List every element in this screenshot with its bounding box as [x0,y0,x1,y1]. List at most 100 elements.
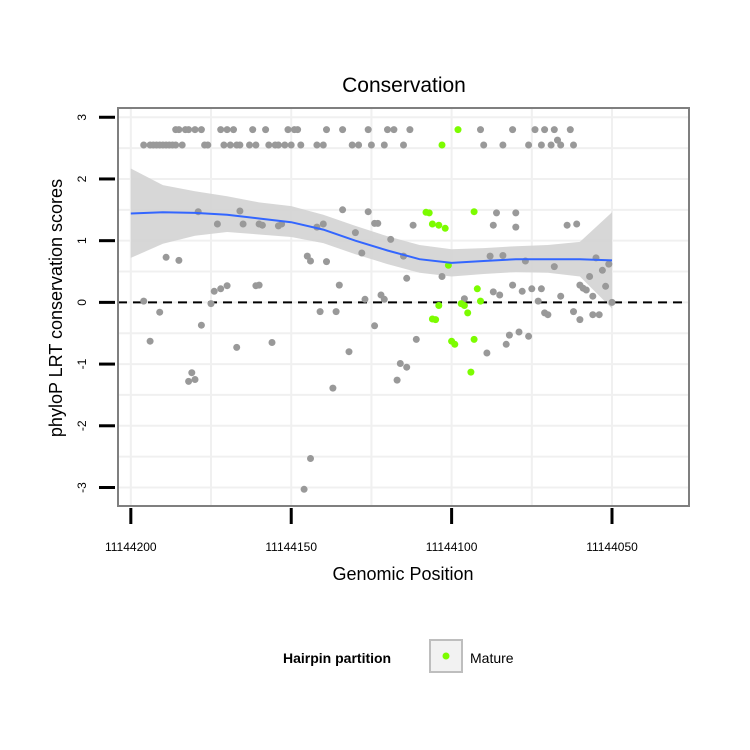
point-other [582,286,590,294]
x-axis-title: Genomic Position [332,564,473,584]
point-other [233,343,241,351]
point-other [319,220,327,228]
point-other [406,126,414,134]
point-other [185,377,193,385]
point-other [294,126,302,134]
point-other [412,335,420,343]
point-mature [428,220,436,228]
point-other [570,141,577,149]
point-other [249,126,257,134]
point-other [512,223,520,231]
point-other [364,126,372,134]
point-other [589,292,597,300]
point-other [146,337,154,345]
point-mature [464,309,472,317]
point-mature [435,221,443,229]
point-other [252,141,260,149]
point-mature [470,208,478,216]
point-other [335,281,343,289]
point-other [509,126,517,134]
point-other [518,287,526,295]
point-other [210,287,218,295]
point-other [274,141,282,149]
point-other [380,141,388,149]
point-other [307,257,314,265]
point-other [534,297,542,305]
point-other [297,141,305,149]
point-other [496,291,504,299]
point-mature [477,297,484,305]
x-tick-label: 11144100 [426,540,478,554]
point-other [489,288,497,296]
point-other [364,208,372,216]
point-other [197,126,205,134]
point-other [345,348,353,356]
y-tick-label: 1 [75,237,89,244]
point-other [236,141,244,149]
point-other [525,141,533,149]
point-other [313,141,321,149]
point-other [547,141,555,149]
point-mature [441,224,449,232]
point-other [380,295,388,303]
point-other [329,384,337,392]
point-other [213,220,221,228]
point-other [374,219,382,227]
y-tick-label: 0 [75,299,89,306]
data-points [140,126,616,493]
point-other [175,256,183,264]
point-other [162,253,170,261]
point-other [355,141,363,149]
point-other [307,455,314,462]
point-other [384,126,391,134]
point-mature [425,209,433,217]
point-other [323,126,330,134]
point-other [239,220,247,228]
point-other [541,126,549,134]
point-other [175,126,183,134]
point-other [589,311,597,319]
point-mature [470,335,478,343]
point-other [576,316,584,324]
y-tick-label: -1 [75,358,89,369]
point-other [197,321,205,329]
legend: Hairpin partition Mature [283,639,514,673]
point-other [570,308,577,316]
point-other [566,126,574,134]
confidence-ribbon [130,168,613,309]
point-other [403,274,411,282]
point-other [191,126,199,134]
point-other [262,126,270,134]
point-mature [454,126,462,134]
plot-area [117,107,690,507]
point-other [509,281,517,289]
point-other [178,141,186,149]
point-mature [451,340,459,348]
point-other [544,311,552,319]
y-tick-label: -3 [75,482,89,493]
point-other [220,141,228,149]
point-other [480,141,488,149]
plot-panel [118,108,689,506]
point-other [608,298,616,306]
point-other [550,126,558,134]
point-other [236,207,244,215]
y-tick-label: -2 [75,420,89,431]
plot-border [117,107,690,507]
point-other [483,349,491,357]
point-other [223,126,231,134]
point-other [531,126,539,134]
y-axis-title: phyloP LRT conservation scores [46,179,66,437]
point-other [339,126,347,134]
point-mature [460,302,468,309]
point-other [207,300,215,308]
point-other [371,322,379,330]
y-axis: 3 2 1 0 -1 -2 -3 [75,114,115,493]
chart-title: Conservation [342,74,466,97]
point-other [323,258,330,266]
point-other [348,141,356,149]
point-other [493,209,500,217]
point-other [502,340,510,348]
legend-title: Hairpin partition [283,650,391,666]
point-other [351,229,359,237]
